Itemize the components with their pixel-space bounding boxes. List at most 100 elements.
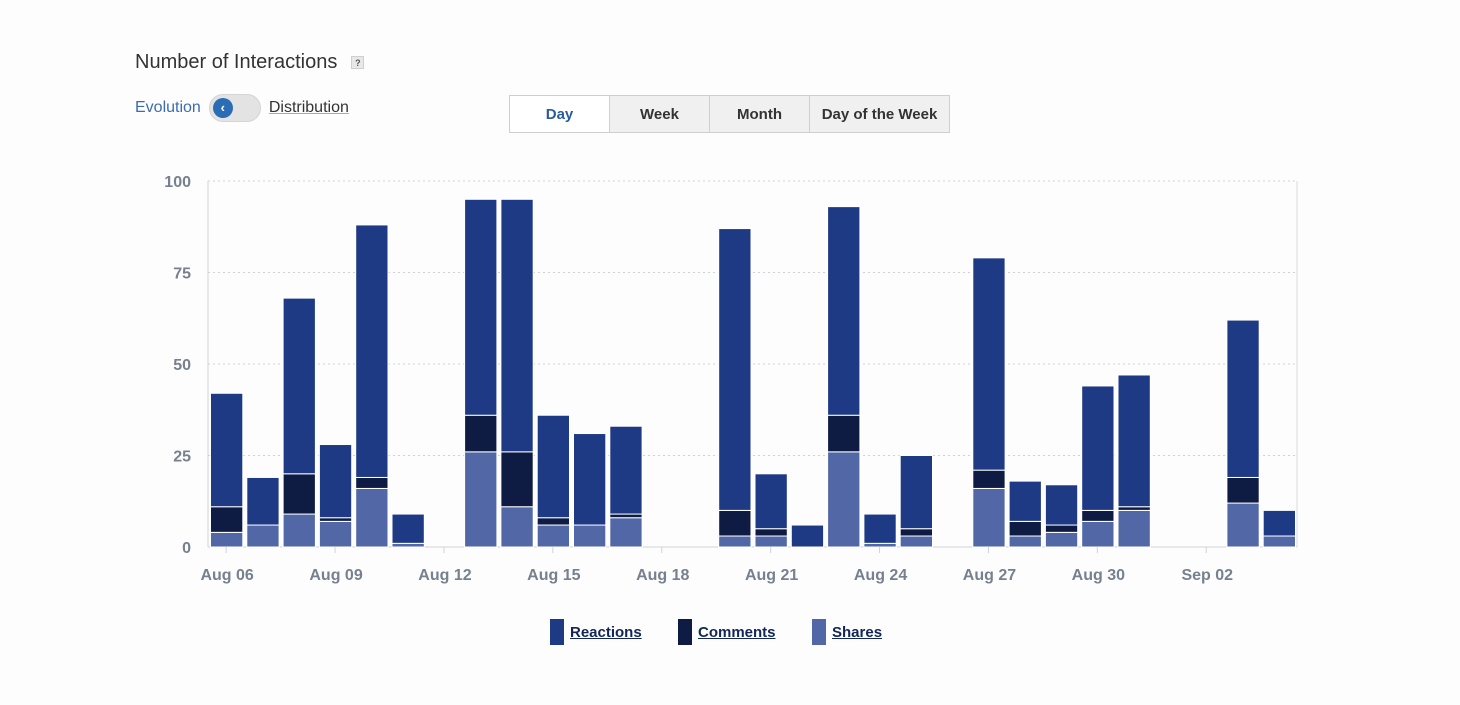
- evolution-distribution-switch[interactable]: ‹: [208, 94, 261, 122]
- tab-week[interactable]: Week: [609, 96, 709, 132]
- bar-reactions: [1226, 319, 1260, 478]
- bar-shares: [972, 487, 1006, 548]
- bar-comments: [609, 513, 643, 519]
- bar-comments: [282, 473, 316, 515]
- bar-reactions: [827, 206, 861, 416]
- bar-comments: [1117, 506, 1151, 511]
- legend-label-comments: Comments: [698, 623, 776, 641]
- bar-reactions: [246, 476, 280, 526]
- bar-reactions: [754, 473, 788, 530]
- bar-reactions: [464, 198, 498, 416]
- bar-reactions: [972, 257, 1006, 471]
- bar-reactions: [1081, 385, 1115, 511]
- bar-reactions: [573, 433, 607, 526]
- y-tick-label: 0: [182, 540, 191, 557]
- interactions-bar-chart: 0 25 50 75 100 Aug 06 Aug 09 Aug 12 Aug 15 Aug 18…: [164, 174, 1298, 584]
- bar-reactions: [210, 392, 244, 508]
- evolution-label[interactable]: Evolution: [135, 99, 201, 116]
- bar-reactions: [718, 228, 752, 511]
- period-selector: Day Week Month Day of the Week: [509, 95, 950, 133]
- bar-shares: [1226, 502, 1260, 548]
- bar-shares: [1008, 535, 1042, 548]
- y-tick-label: 75: [173, 266, 191, 283]
- bar-comments: [210, 506, 244, 533]
- bar-shares: [246, 524, 280, 548]
- bar-shares: [827, 451, 861, 548]
- bar-comments: [1081, 509, 1115, 522]
- distribution-label[interactable]: Distribution: [268, 99, 349, 116]
- tab-day-of-week[interactable]: Day of the Week: [809, 96, 949, 132]
- x-tick-label: Aug 30: [1072, 567, 1125, 584]
- bar-reactions: [500, 198, 534, 453]
- x-tick-label: Aug 09: [309, 567, 362, 584]
- x-tick-label: Aug 12: [418, 567, 471, 584]
- bar-reactions: [790, 524, 825, 548]
- legend-label-shares: Shares: [832, 623, 883, 641]
- bar-shares: [863, 542, 897, 548]
- x-tick-label: Sep 02: [1181, 567, 1233, 584]
- bar-reactions: [318, 444, 353, 519]
- bar-shares: [1044, 531, 1079, 548]
- view-toggle: Evolution ‹ Distribution: [135, 94, 349, 122]
- bar-shares: [282, 513, 316, 548]
- bar-reactions: [1008, 480, 1042, 522]
- bar-shares: [899, 535, 934, 548]
- bar-comments: [899, 528, 934, 537]
- bar-comments: [972, 469, 1006, 489]
- legend-label-reactions: Reactions: [570, 623, 642, 641]
- bar-shares: [1117, 509, 1151, 548]
- bar-comments: [1044, 524, 1079, 533]
- bar-shares: [718, 535, 752, 548]
- bar-shares: [536, 524, 571, 548]
- bar-shares: [464, 451, 498, 548]
- bar-shares: [573, 524, 607, 548]
- bar-shares: [318, 520, 353, 548]
- help-icon[interactable]: ?: [351, 56, 365, 69]
- bar-comments: [536, 517, 571, 526]
- bar-shares: [754, 535, 788, 548]
- bar-comments: [464, 414, 498, 453]
- bar-reactions: [1044, 484, 1079, 526]
- legend-swatch-reactions: [550, 619, 564, 645]
- bar-comments: [500, 451, 534, 508]
- bar-comments: [355, 476, 389, 489]
- tab-month[interactable]: Month: [709, 96, 809, 132]
- x-tick-label: Aug 18: [636, 567, 689, 584]
- y-tick-label: 25: [173, 449, 191, 466]
- bar-comments: [718, 509, 752, 537]
- bar-reactions: [609, 425, 643, 515]
- bar-reactions: [899, 455, 934, 530]
- chevron-left-icon: ‹: [212, 98, 233, 118]
- x-tick-label: Aug 15: [527, 567, 580, 584]
- legend-item-reactions[interactable]: Reactions: [550, 619, 642, 645]
- y-tick-label: 100: [164, 174, 191, 191]
- chart-header: Number of Interactions ?: [135, 51, 365, 74]
- bar-comments: [827, 414, 861, 453]
- y-tick-label: 50: [173, 357, 191, 374]
- bar-shares: [1081, 520, 1115, 548]
- bar-shares: [355, 487, 389, 548]
- bar-reactions: [355, 224, 389, 478]
- legend-swatch-shares: [812, 619, 826, 645]
- legend-item-shares[interactable]: Shares: [812, 619, 882, 645]
- bar-reactions: [1262, 509, 1296, 537]
- x-tick-label: Aug 27: [963, 567, 1016, 584]
- bar-reactions: [1117, 374, 1151, 508]
- tab-day[interactable]: Day: [510, 96, 609, 132]
- bar-reactions: [391, 513, 425, 544]
- bar-shares: [391, 542, 425, 548]
- bar-comments: [1226, 476, 1260, 504]
- bar-shares: [500, 506, 534, 548]
- legend-item-comments[interactable]: Comments: [678, 619, 776, 645]
- bar-shares: [1262, 535, 1296, 548]
- bar-comments: [318, 517, 353, 522]
- x-tick-label: Aug 24: [854, 567, 907, 584]
- bar-reactions: [863, 513, 897, 544]
- bar-reactions: [536, 414, 571, 519]
- bar-reactions: [282, 297, 316, 475]
- bar-comments: [1008, 520, 1042, 537]
- x-tick-label: Aug 21: [745, 567, 798, 584]
- legend-swatch-comments: [678, 619, 692, 645]
- bar-shares: [210, 531, 244, 548]
- x-tick-label: Aug 06: [200, 567, 253, 584]
